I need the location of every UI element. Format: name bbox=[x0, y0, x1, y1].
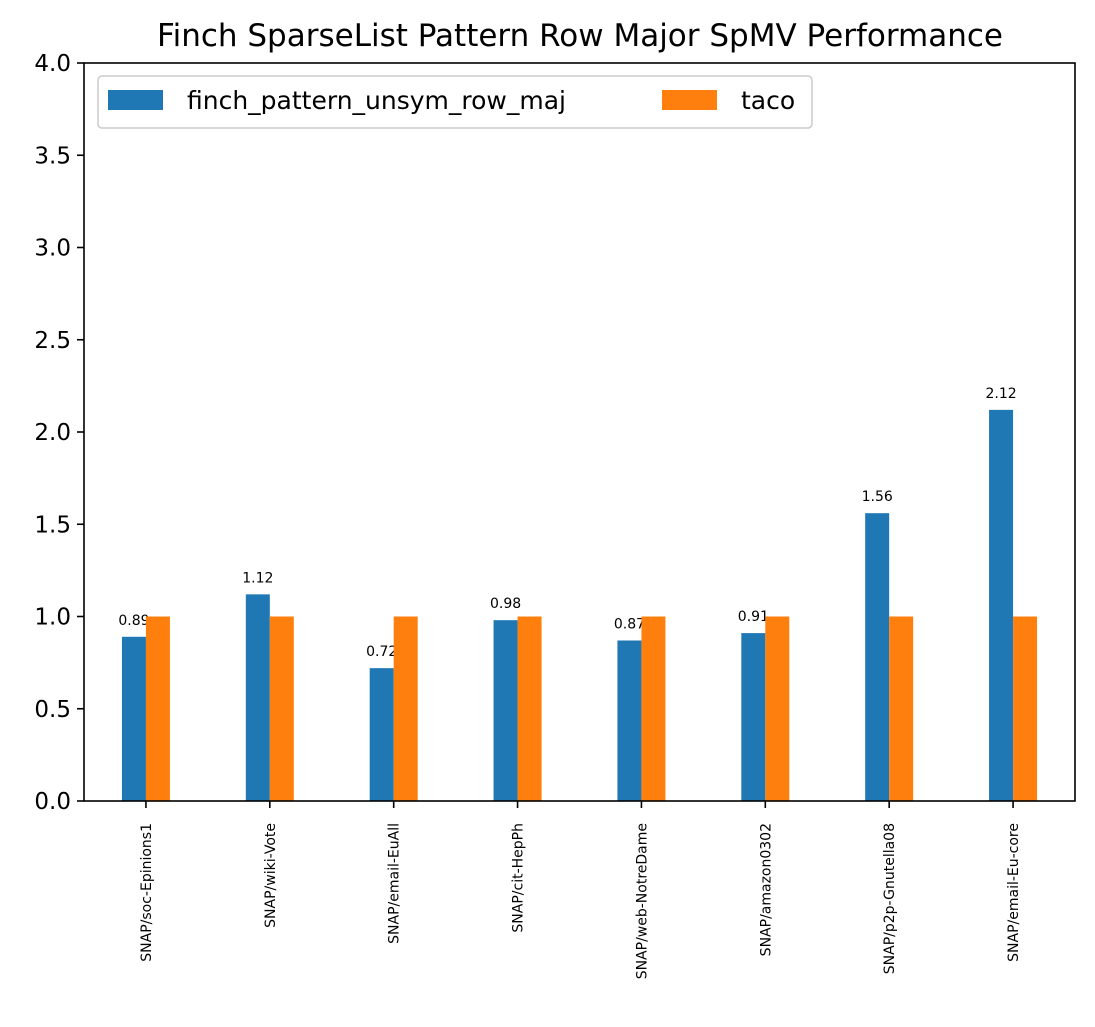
data-label-4: 0.87 bbox=[614, 616, 645, 632]
x-tick-label: SNAP/cit-HepPh bbox=[511, 823, 527, 933]
bar-finch-3 bbox=[493, 620, 518, 801]
legend-label-finch: finch_pattern_unsym_row_maj bbox=[187, 86, 566, 115]
x-tick-label: SNAP/email-Eu-core bbox=[1006, 823, 1022, 962]
y-tick-label: 2.0 bbox=[34, 420, 71, 446]
bar-taco-1 bbox=[269, 616, 294, 801]
x-tick-label: SNAP/web-NotreDame bbox=[634, 823, 650, 979]
y-tick-label: 3.5 bbox=[34, 143, 71, 169]
data-label-5: 0.91 bbox=[738, 609, 769, 625]
bar-finch-0 bbox=[121, 636, 146, 801]
bar-finch-6 bbox=[865, 513, 890, 801]
x-tick-label: SNAP/email-EuAll bbox=[387, 823, 403, 944]
y-tick-label: 2.5 bbox=[34, 328, 71, 354]
data-label-0: 0.89 bbox=[118, 613, 149, 629]
legend-swatch-taco bbox=[662, 90, 717, 110]
y-tick-label: 4.0 bbox=[34, 51, 71, 77]
x-tick-label: SNAP/wiki-Vote bbox=[263, 823, 279, 928]
legend-label-taco: taco bbox=[741, 86, 795, 115]
bar-taco-6 bbox=[889, 616, 914, 801]
data-label-3: 0.98 bbox=[490, 596, 521, 612]
plot-area: 0.89 1.12 0.72 0.98 0.87 0.91 1.56 2.12 0.0 0.5 1.… bbox=[34, 51, 1076, 979]
y-tick-label: 0.0 bbox=[34, 789, 71, 815]
data-label-7: 2.12 bbox=[985, 386, 1016, 402]
bar-finch-4 bbox=[617, 640, 642, 801]
bar-taco-3 bbox=[517, 616, 542, 801]
x-tick-label: SNAP/p2p-Gnutella08 bbox=[882, 823, 898, 974]
bar-finch-7 bbox=[989, 409, 1014, 801]
bar-finch-1 bbox=[245, 594, 270, 801]
y-tick-label: 1.5 bbox=[34, 512, 71, 538]
y-tick-label: 1.0 bbox=[34, 605, 71, 631]
bar-taco-4 bbox=[641, 616, 666, 801]
data-label-1: 1.12 bbox=[242, 570, 273, 586]
data-label-2: 0.72 bbox=[366, 644, 397, 660]
data-label-6: 1.56 bbox=[862, 489, 893, 505]
y-tick-label: 3.0 bbox=[34, 236, 71, 262]
legend-swatch-finch bbox=[108, 90, 163, 110]
bar-finch-5 bbox=[741, 633, 766, 801]
y-tick-label: 0.5 bbox=[34, 697, 71, 723]
x-tick-label: SNAP/amazon0302 bbox=[758, 823, 774, 956]
bar-finch-2 bbox=[369, 668, 394, 801]
legend: finch_pattern_unsym_row_maj taco bbox=[97, 75, 813, 129]
chart-title: Finch SparseList Pattern Row Major SpMV … bbox=[157, 18, 1003, 54]
bar-taco-7 bbox=[1013, 616, 1038, 801]
bar-taco-5 bbox=[765, 616, 790, 801]
x-tick-label: SNAP/soc-Epinions1 bbox=[139, 823, 155, 962]
bar-taco-0 bbox=[145, 616, 170, 801]
bar-taco-2 bbox=[393, 616, 418, 801]
legend-frame bbox=[97, 75, 813, 129]
